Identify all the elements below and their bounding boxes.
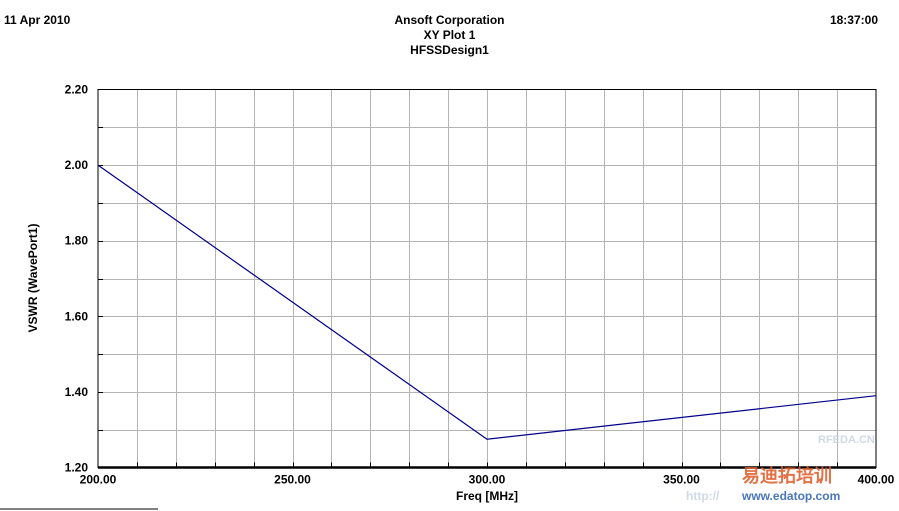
x-tick-label: 250.00 <box>274 473 311 487</box>
x-tick-label: 350.00 <box>663 473 700 487</box>
series-line-vswr <box>97 164 877 440</box>
y-tick-label: 1.60 <box>65 309 89 323</box>
plot-title: XY Plot 1 <box>423 28 476 42</box>
company-name: Ansoft Corporation <box>394 13 505 27</box>
design-name: HFSSDesign1 <box>410 43 489 57</box>
watermark-url-prefix: http:// <box>686 489 720 503</box>
y-tick-label: 1.20 <box>65 461 89 475</box>
y-tick-label: 2.00 <box>65 158 89 172</box>
x-tick-label: 200.00 <box>80 473 117 487</box>
x-tick-labels: 200.00 250.00 300.00 350.00 400.00 <box>80 473 895 487</box>
y-tick-label: 1.40 <box>65 385 89 399</box>
x-tick-label: 400.00 <box>858 473 895 487</box>
x-axis-label: Freq [MHz] <box>456 489 518 503</box>
chart-grid <box>98 89 876 469</box>
x-tick-label: 300.00 <box>469 473 506 487</box>
y-tick-labels: 1.20 1.40 1.60 1.80 2.00 2.20 <box>65 83 89 475</box>
minor-ticks <box>98 127 838 468</box>
watermark-brand: 易迪拓培训 <box>742 465 832 486</box>
y-tick-label: 2.20 <box>65 83 89 97</box>
report-titles: Ansoft Corporation XY Plot 1 HFSSDesign1 <box>0 13 899 58</box>
report-time: 18:37:00 <box>829 13 878 27</box>
y-axis-label: VSWR (WavePort1) <box>26 224 40 333</box>
watermark-site-short: RFEDA.CN <box>818 434 875 446</box>
watermark-url: www.edatop.com <box>741 489 840 503</box>
series-layer <box>97 164 877 440</box>
report-date: 11 Apr 2010 <box>4 13 71 27</box>
watermark: RFEDA.CN 易迪拓培训 http:// www.edatop.com <box>686 434 875 503</box>
y-tick-label: 1.80 <box>65 234 89 248</box>
